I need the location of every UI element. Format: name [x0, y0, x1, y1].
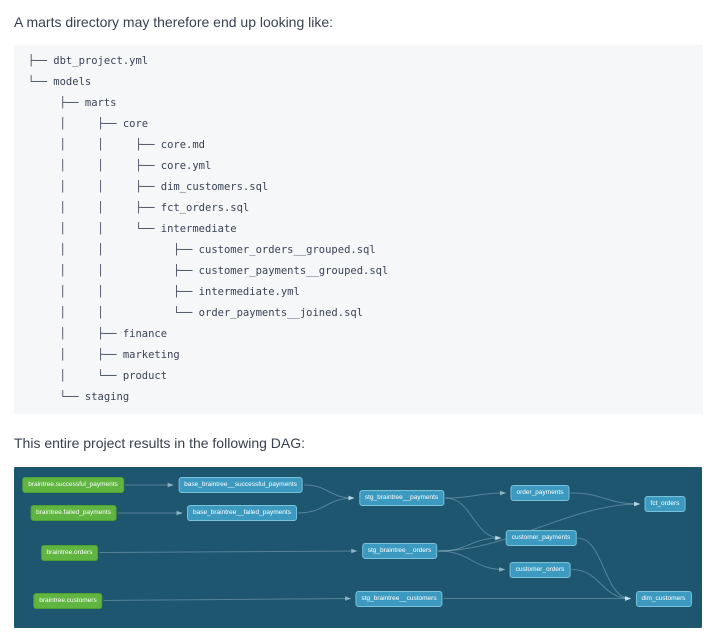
dag-node-base_braintree__successful_payments: base_braintree__successful_payments	[178, 477, 303, 493]
dag-edge-stg_braintree__payments--customer_payments	[445, 497, 502, 541]
dag-edge-customer_payments--dim_customers	[577, 537, 631, 601]
dag-node-stg_braintree__payments: stg_braintree__payments	[358, 490, 445, 506]
dag-node-braintree_orders: braintree.orders	[40, 544, 99, 561]
dag-edge-stg_braintree__orders--fct_orders	[438, 501, 641, 552]
dag-edge-customer_orders--dim_customers	[571, 569, 631, 601]
dag-node-fct_orders: fct_orders	[644, 496, 686, 512]
dag-node-braintree_failed_payments: braintree.failed_payments	[30, 505, 117, 521]
intro-paragraph: A marts directory may therefore end up l…	[14, 14, 334, 30]
dag-edge-stg_braintree__payments--order_payments	[445, 490, 507, 499]
dag-edges-layer	[99, 482, 641, 601]
dag-edge-stg_braintree__orders--customer_orders	[438, 550, 506, 572]
dag-edge-order_payments--fct_orders	[570, 492, 641, 507]
dag-image: braintree.successful_payments braintree.f…	[14, 467, 702, 628]
dag-edge-base_braintree__failed_payments--stg_braintree__payments	[297, 495, 355, 514]
dag-edge-braintree_customers--stg_braintree__customers	[103, 596, 351, 601]
dag-edge-base_braintree__successful_payments--stg_braintree__payments	[303, 484, 355, 501]
dag-node-stg_braintree__customers: stg_braintree__customers	[355, 590, 443, 607]
dag-node-order_payments: order_payments	[510, 485, 570, 501]
dag-node-braintree_customers: braintree.customers	[33, 592, 103, 609]
dag-edge-braintree_orders--stg_braintree__orders	[99, 548, 358, 554]
dag-node-base_braintree__failed_payments: base_braintree__failed_payments	[187, 505, 297, 521]
dag-node-customer_orders: customer_orders	[509, 561, 571, 578]
dag-node-dim_customers: dim_customers	[635, 590, 692, 607]
dag-edge-stg_braintree__orders--customer_payments	[438, 535, 502, 552]
dag-intro-paragraph: This entire project results in the follo…	[14, 435, 306, 451]
dag-node-braintree_successful_payments: braintree.successful_payments	[22, 477, 124, 493]
dag-node-customer_payments: customer_payments	[505, 530, 577, 546]
dag-node-stg_braintree__orders: stg_braintree__orders	[361, 543, 438, 559]
directory-tree-code-block: ├── dbt_project.yml └── models ├── marts…	[14, 45, 703, 414]
